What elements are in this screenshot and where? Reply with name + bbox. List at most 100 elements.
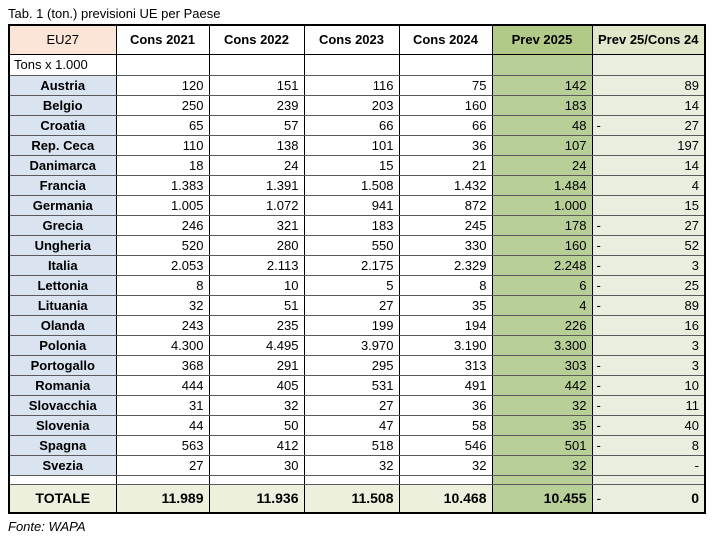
total-cons-2021: 11.989 (115, 483, 210, 514)
delta-value: 3 (691, 257, 699, 273)
total-cons-2022: 11.936 (208, 483, 305, 514)
col-header-eu27: EU27 (8, 24, 117, 55)
cell-prev25-cons24: 14 (591, 94, 706, 116)
cell-prev25-cons24: 14 (591, 154, 706, 176)
cell-prev25-cons24: 4 (591, 174, 706, 196)
delta-value: 14 (684, 97, 699, 113)
delta-sign: - (596, 377, 601, 393)
cell-prev25-cons24: -3 (591, 254, 706, 276)
cell-cons-2022: 280 (208, 234, 305, 256)
cell-cons-2024: 245 (398, 214, 493, 236)
cell-cons-2024: 66 (398, 114, 493, 136)
table-row: Romania 444 405 531 491 442- 10 (8, 374, 706, 396)
cell-prev-2025: 4 (491, 294, 593, 316)
country-name: Lettonia (8, 274, 117, 296)
cell-prev25-cons24: -3 (591, 354, 706, 376)
cell-cons-2024: 546 (398, 434, 493, 456)
cell-cons-2021: 1.383 (115, 174, 210, 196)
cell-cons-2022: 321 (208, 214, 305, 236)
empty-cell (591, 53, 706, 76)
cell-cons-2022: 50 (208, 414, 305, 436)
table-row: Lettonia 8 10 5 8 6-25 (8, 274, 706, 296)
table-row: Svezia 27 30 32 32 32- (8, 454, 706, 476)
cell-cons-2023: 941 (303, 194, 400, 216)
cell-cons-2024: 3.190 (398, 334, 493, 356)
table-row: Portogallo 368 291 295 313 303-3 (8, 354, 706, 376)
cell-prev25-cons24: - 89 (591, 294, 706, 316)
cell-prev-2025: 48 (491, 114, 593, 136)
cell-prev-2025: 35 (491, 414, 593, 436)
col-header-prev25-cons24: Prev 25/Cons 24 (591, 24, 706, 55)
delta-sign: - (596, 257, 601, 273)
cell-prev-2025: 32 (491, 394, 593, 416)
cell-prev-2025: 3.300 (491, 334, 593, 356)
cell-prev-2025: 442 (491, 374, 593, 396)
total-row: TOTALE 11.989 11.936 11.508 10.468 10.45… (8, 483, 706, 514)
delta-value: 10 (684, 377, 699, 393)
cell-cons-2024: 36 (398, 394, 493, 416)
cell-cons-2021: 8 (115, 274, 210, 296)
cell-cons-2023: 15 (303, 154, 400, 176)
cell-cons-2021: 32 (115, 294, 210, 316)
cell-cons-2022: 239 (208, 94, 305, 116)
delta-sign: - (596, 417, 601, 433)
cell-cons-2024: 58 (398, 414, 493, 436)
total-prev-2025: 10.455 (491, 483, 593, 514)
cell-prev-2025: 160 (491, 234, 593, 256)
cell-prev25-cons24: - 40 (591, 414, 706, 436)
total-label: TOTALE (8, 483, 117, 514)
cell-cons-2021: 250 (115, 94, 210, 116)
cell-cons-2021: 18 (115, 154, 210, 176)
cell-cons-2021: 120 (115, 74, 210, 96)
cell-prev-2025: 226 (491, 314, 593, 336)
delta-sign: - (596, 117, 601, 133)
cell-cons-2024: 872 (398, 194, 493, 216)
cell-prev25-cons24: - (591, 454, 706, 476)
country-name: Danimarca (8, 154, 117, 176)
table-row: Slovenia 44 50 47 58 35- 40 (8, 414, 706, 436)
country-name: Austria (8, 74, 117, 96)
cell-prev25-cons24: 16 (591, 314, 706, 336)
table-row: Austria 120 151 116 75 142 89 (8, 74, 706, 96)
country-name: Germania (8, 194, 117, 216)
country-name: Francia (8, 174, 117, 196)
total-delta-value: 0 (691, 490, 699, 507)
cell-cons-2023: 3.970 (303, 334, 400, 356)
cell-cons-2023: 518 (303, 434, 400, 456)
cell-prev25-cons24: - 25 (591, 274, 706, 296)
delta-value: 3 (691, 357, 699, 373)
empty-cell (398, 53, 493, 76)
country-name: Svezia (8, 454, 117, 476)
cell-cons-2021: 444 (115, 374, 210, 396)
cell-cons-2021: 520 (115, 234, 210, 256)
delta-value: 16 (684, 317, 699, 333)
cell-prev25-cons24: - 27 (591, 114, 706, 136)
country-name: Ungheria (8, 234, 117, 256)
cell-cons-2024: 313 (398, 354, 493, 376)
delta-value: 8 (691, 437, 699, 453)
country-name: Romania (8, 374, 117, 396)
cell-prev25-cons24: 89 (591, 74, 706, 96)
cell-cons-2023: 101 (303, 134, 400, 156)
delta-value: 11 (685, 397, 700, 413)
delta-value: 89 (684, 297, 699, 313)
cell-cons-2021: 44 (115, 414, 210, 436)
table-row: Slovacchia 31 32 27 36 32-11 (8, 394, 706, 416)
cell-cons-2023: 47 (303, 414, 400, 436)
cell-cons-2022: 405 (208, 374, 305, 396)
cell-prev25-cons24: 3 (591, 334, 706, 356)
total-cons-2023: 11.508 (303, 483, 400, 514)
table-row: Germania 1.005 1.072 941 872 1.000 15 (8, 194, 706, 216)
table-row: Lituania 32 51 27 35 4- 89 (8, 294, 706, 316)
delta-value: 25 (684, 277, 699, 293)
cell-cons-2022: 1.391 (208, 174, 305, 196)
cell-cons-2022: 1.072 (208, 194, 305, 216)
total-delta: - 0 (591, 483, 706, 514)
table-body: Austria 120 151 116 75 142 89 Belgio 250 239 203 16… (8, 74, 706, 476)
cell-cons-2023: 295 (303, 354, 400, 376)
empty-cell (115, 474, 210, 485)
cell-prev25-cons24: 15 (591, 194, 706, 216)
empty-cell (491, 53, 593, 76)
cell-prev25-cons24: - 11 (591, 394, 706, 416)
cell-cons-2021: 563 (115, 434, 210, 456)
